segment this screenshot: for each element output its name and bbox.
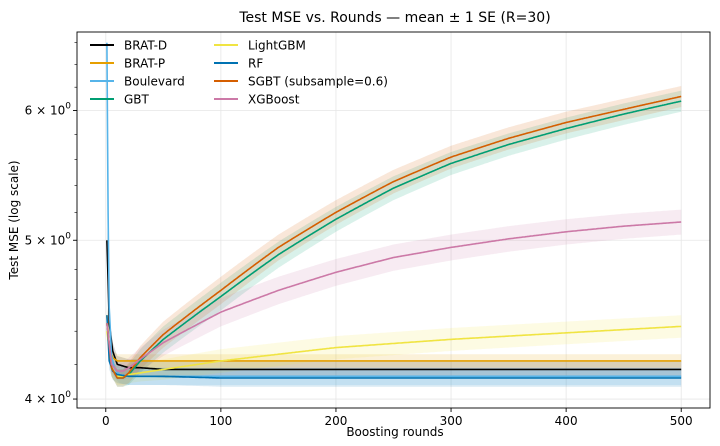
bottom-margin [0, 408, 720, 446]
right-margin [710, 0, 720, 446]
x-tick-label: 300 [440, 414, 463, 428]
legend-label: BRAT-P [124, 57, 165, 71]
x-tick-label: 0 [102, 414, 110, 428]
series-line [106, 100, 682, 379]
series-line [106, 315, 682, 362]
x-tick-label: 400 [555, 414, 578, 428]
se-band [106, 226, 682, 378]
series-line [106, 42, 682, 378]
legend-label: RF [248, 57, 263, 71]
y-tick-label: 6 × 100 [25, 102, 72, 118]
legend-label: BRAT-D [124, 39, 167, 53]
x-tick-label: 100 [209, 414, 232, 428]
y-tick-label: 4 × 100 [25, 390, 72, 406]
legend: BRAT-D BRAT-P Boulevard GBT LightGBM RF SGBT (… [90, 39, 388, 107]
y-axis-label: Test MSE (log scale) [7, 160, 21, 280]
series-line [106, 240, 682, 371]
legend-label: GBT [124, 93, 150, 107]
x-tick-label: 200 [325, 414, 348, 428]
left-margin [0, 0, 77, 446]
se-band [106, 90, 682, 387]
top-margin [0, 0, 720, 32]
se-band [106, 315, 682, 385]
series-line [106, 221, 682, 372]
legend-label: XGBoost [248, 93, 300, 107]
series-line [106, 95, 682, 379]
legend-label: SGBT (subsample=0.6) [248, 75, 388, 89]
x-tick-label: 500 [670, 414, 693, 428]
plot-frame [76, 31, 711, 409]
legend-label: Boulevard [124, 75, 185, 89]
legend-label: LightGBM [248, 39, 306, 53]
chart-title: Test MSE vs. Rounds — mean ± 1 SE (R=30) [238, 10, 550, 26]
series-line [106, 315, 682, 379]
x-axis-label: Boosting rounds [346, 425, 443, 439]
se-band [106, 86, 682, 387]
y-tick-label: 5 × 100 [25, 231, 72, 247]
series-line [106, 325, 682, 378]
